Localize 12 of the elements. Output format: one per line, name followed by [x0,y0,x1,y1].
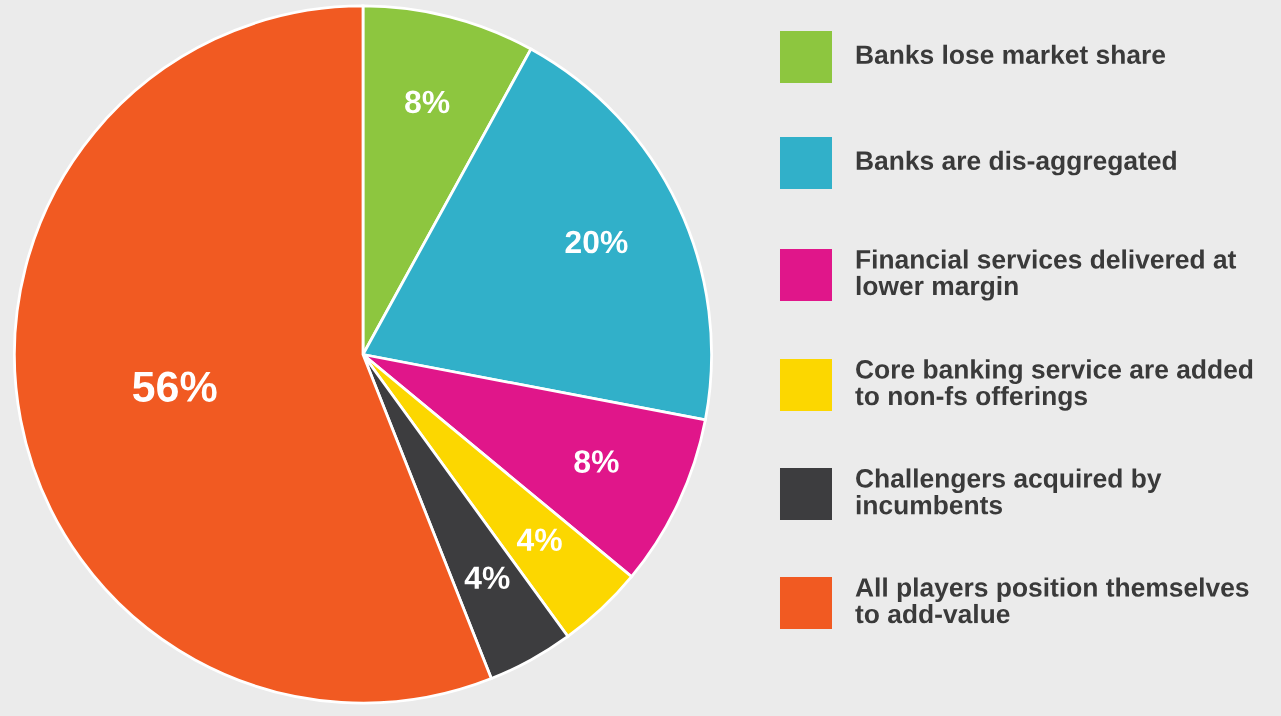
legend-label: Banks lose market share [856,44,1166,65]
data-label: 4% [464,566,510,590]
data-label: 4% [516,528,562,552]
legend-label: Financial services delivered at lower margin [856,249,1237,301]
data-label: 8% [574,450,619,473]
data-label: 20% [565,230,628,254]
legend-label: Core banking service are added to non-fs offerings [855,359,1253,411]
legend-label: Challengers acquired by incumbents [856,468,1162,515]
data-label: 8% [405,90,450,114]
legend-label: Banks are dis-aggregated [856,150,1176,176]
data-label: 56% [132,371,217,402]
legend-label: All players position themselves to add-value [855,577,1249,624]
